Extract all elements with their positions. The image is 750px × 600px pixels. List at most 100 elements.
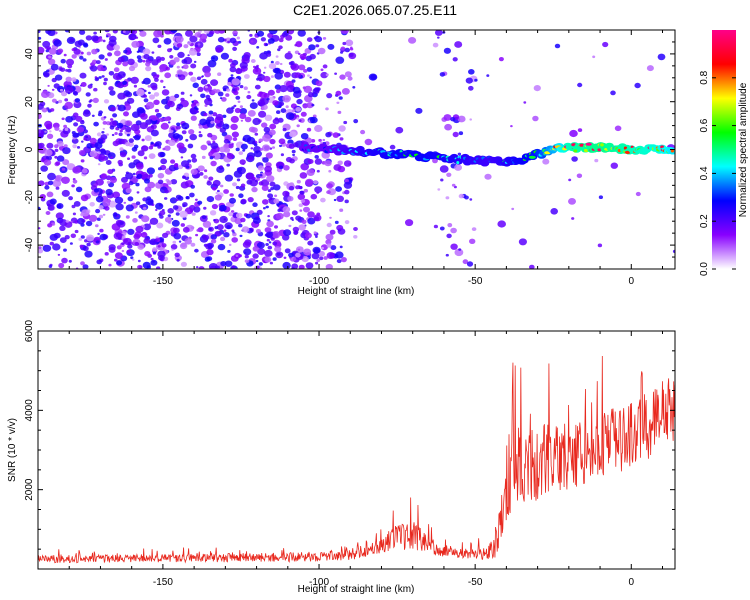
heatmap-cell [447,223,453,228]
heatmap-cell [322,37,327,40]
heatmap-cell [77,217,85,225]
heatmap-cell [63,53,67,57]
heatmap-cell [215,113,224,121]
heatmap-cell [135,162,144,170]
heatmap-cell [230,123,238,131]
heatmap-cell [143,94,148,98]
heatmap-cell [85,35,93,41]
heatmap-cell [262,157,269,163]
heatmap-cell [102,121,108,125]
heatmap-cell [161,243,167,248]
heatmap-cell [168,139,176,146]
heatmap-cell [83,129,88,134]
heatmap-cell [282,190,290,197]
heatmap-cell [272,241,278,246]
heatmap-cell [135,182,140,187]
heatmap-cell [61,91,68,97]
heatmap-cell [469,118,473,121]
heatmap-cell [325,263,333,269]
heatmap-cell [250,147,254,150]
heatmap-cell [135,201,141,206]
heatmap-cell [239,108,247,115]
heatmap-cell [249,33,253,37]
heatmap-cell [511,207,515,211]
heatmap-cell [333,164,342,171]
heatmap-cell [142,206,147,210]
heatmap-cell [222,123,230,130]
heatmap-cell [161,98,168,105]
heatmap-cell [190,184,195,189]
heatmap-cell [296,98,303,105]
heatmap-cell [119,129,123,133]
heatmap-cell [256,241,265,249]
heatmap-cell [210,234,217,240]
heatmap-cell [296,179,301,184]
heatmap-cell [533,85,541,92]
heatmap-cell [43,159,52,166]
heatmap-cell [203,206,207,210]
heatmap-cell [163,38,172,45]
heatmap-cell [167,100,175,108]
y-tick-label: 20 [24,96,35,108]
heatmap-cell [353,235,358,239]
heatmap-cell [227,40,231,44]
heatmap-cell [579,143,585,147]
heatmap-cell [294,72,302,78]
heatmap-cell [100,173,107,179]
heatmap-cell [273,198,280,204]
heatmap-cell [128,65,136,72]
heatmap-cell [154,77,159,82]
heatmap-cell [91,48,98,55]
heatmap-cell [247,91,251,94]
heatmap-cell [283,229,292,237]
heatmap-cell [624,150,631,154]
heatmap-cell [206,140,211,145]
heatmap-cell [298,224,307,231]
heatmap-cell [178,74,186,81]
heatmap-cell [276,89,281,94]
heatmap-cell [51,88,55,91]
heatmap-cell [344,189,350,195]
heatmap-cell [214,30,221,34]
heatmap-cell [74,98,81,103]
heatmap-cell [210,55,219,62]
heatmap-cell [266,175,275,183]
heatmap-cell [257,248,266,256]
heatmap-cell [230,74,234,77]
heatmap-cell [64,221,73,228]
heatmap-cell [132,111,140,118]
heatmap-cell [283,256,287,259]
heatmap-cell [244,74,250,79]
heatmap-cell [344,220,350,225]
heatmap-cell [127,244,133,249]
heatmap-cell [304,232,312,239]
heatmap-cell [62,159,70,166]
heatmap-cell [254,84,261,90]
heatmap-cell [252,202,258,207]
heatmap-cell [253,150,262,158]
heatmap-cell [288,185,295,191]
heatmap-cell [303,206,310,213]
heatmap-cell [61,176,70,184]
heatmap-cell [279,101,285,107]
heatmap-cell [269,181,276,187]
heatmap-cell [126,97,135,104]
heatmap-cell [143,77,151,85]
heatmap-cell [339,245,343,249]
heatmap-cell [159,69,164,73]
heatmap-cell [219,146,227,153]
heatmap-cell [54,74,63,81]
heatmap-cell [303,85,313,93]
heatmap-cell [188,48,197,56]
heatmap-cell [267,50,271,54]
heatmap-cell [153,92,160,97]
heatmap-cell [50,108,55,112]
x-tick-label: -150 [153,276,173,287]
heatmap-cell [152,247,158,252]
heatmap-cell [143,238,151,244]
heatmap-cell [199,172,204,176]
heatmap-cell [219,165,223,169]
heatmap-cell [58,129,62,133]
heatmap-cell [432,158,438,164]
heatmap-cell [276,166,280,169]
